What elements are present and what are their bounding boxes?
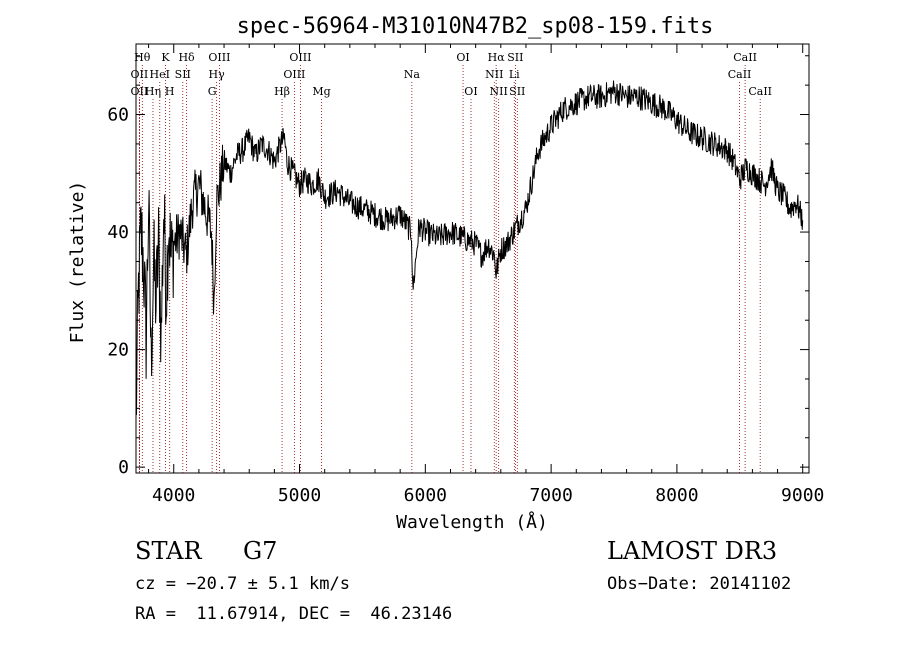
y-tick-label: 40 [107, 222, 129, 243]
survey-name: LAMOST DR3 [607, 537, 778, 565]
line-marker-label: CaII [733, 51, 757, 64]
x-tick-label: 8000 [655, 485, 698, 506]
redshift-value: cz = −20.7 ± 5.1 km/s [135, 574, 350, 594]
line-marker-labels: OIIOIIHθHηHeIKHSIIHδGHγOIIIHβOIIIOIIIMgN… [131, 51, 772, 98]
line-marker-label: OI [456, 51, 469, 64]
line-marker-label: Hδ [178, 51, 195, 64]
line-marker-label: NII [490, 85, 508, 98]
line-marker-label: OIII [283, 68, 305, 81]
line-marker-label: Hγ [209, 68, 226, 81]
x-tick-label: 6000 [404, 485, 447, 506]
line-marker-label: SII [507, 51, 523, 64]
line-marker-label: OI [464, 85, 477, 98]
x-axis-ticks: 4000 5000 6000 7000 8000 9000 [148, 44, 824, 506]
plot-frame [135, 43, 810, 474]
y-tick-label: 20 [107, 340, 129, 361]
line-marker-label: K [161, 51, 170, 64]
object-class: STAR [135, 537, 202, 565]
line-marker-label: HeI [150, 68, 170, 81]
line-marker-label: Hθ [134, 51, 151, 64]
line-marker-label: SII [509, 85, 525, 98]
line-marker-label: Na [404, 68, 421, 81]
chart-title: spec-56964-M31010N47B2_sp08-159.fits [237, 14, 714, 39]
line-markers [138, 65, 761, 473]
line-marker-label: CaII [748, 85, 772, 98]
x-tick-label: 4000 [152, 485, 195, 506]
coordinates: RA = 11.67914, DEC = 46.23146 [135, 604, 453, 624]
line-marker-label: SII [175, 68, 191, 81]
x-tick-label: 7000 [529, 485, 572, 506]
line-marker-label: Hη [145, 85, 161, 98]
line-marker-label: OIII [208, 51, 230, 64]
y-axis-ticks: 0 20 40 60 [107, 55, 809, 478]
x-axis-label: Wavelength (Å) [396, 511, 548, 533]
line-marker-label: Hβ [274, 85, 290, 98]
line-marker-label: G [208, 85, 217, 98]
y-axis-label: Flux (relative) [67, 181, 88, 344]
y-tick-label: 0 [118, 457, 129, 478]
object-subclass: G7 [243, 537, 278, 565]
line-marker-label: Li [509, 68, 520, 81]
line-marker-label: Hα [488, 51, 506, 64]
flux-series-line [135, 80, 804, 415]
y-tick-label: 60 [107, 105, 129, 126]
line-marker-label: CaII [728, 68, 752, 81]
x-tick-label: 9000 [781, 485, 824, 506]
observation-date: Obs−Date: 20141102 [607, 574, 792, 594]
line-marker-label: OII [131, 68, 149, 81]
line-marker-label: Mg [312, 85, 330, 98]
x-tick-label: 5000 [278, 485, 321, 506]
line-marker-label: OIII [289, 51, 311, 64]
line-marker-label: NII [485, 68, 503, 81]
line-marker-label: H [165, 85, 175, 98]
line-marker-label: OII [131, 85, 149, 98]
